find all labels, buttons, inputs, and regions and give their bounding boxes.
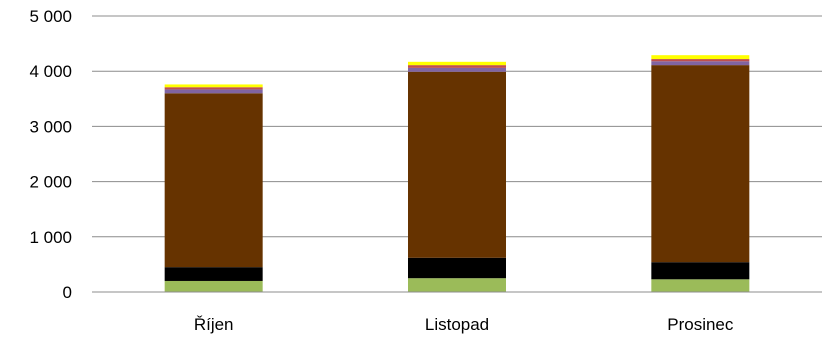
- bar-segment-Prosinec-s3: [651, 65, 750, 263]
- bar-segment-Říjen-s2: [164, 267, 263, 281]
- x-tick-label: Říjen: [194, 315, 234, 334]
- bar-segment-Prosinec-s5: [651, 59, 750, 62]
- x-axis: Říjen Listopad Prosinec: [92, 291, 822, 334]
- bar-segment-Listopad-s3: [408, 71, 506, 258]
- bar-segment-Listopad-s6: [408, 61, 506, 66]
- bar-segment-Říjen-s4: [164, 89, 263, 94]
- y-tick-label: 0: [63, 283, 72, 302]
- bar-segment-Prosinec-s1: [651, 279, 750, 292]
- bar-segment-Listopad-s5: [408, 65, 506, 68]
- bar-segment-Listopad-s2: [408, 257, 506, 279]
- y-tick-label: 1 000: [29, 228, 72, 247]
- y-tick-label: 5 000: [29, 7, 72, 26]
- y-tick-label: 3 000: [29, 117, 72, 136]
- bar-segment-Prosinec-s2: [651, 262, 750, 280]
- bar-segment-Říjen-s3: [164, 93, 263, 268]
- y-tick-label: 4 000: [29, 62, 72, 81]
- bar-segment-Říjen-s1: [164, 280, 263, 292]
- bars: [164, 55, 750, 292]
- bar-segment-Listopad-s4: [408, 67, 506, 72]
- bar-segment-Říjen-s5: [164, 87, 263, 90]
- x-tick-label: Prosinec: [667, 315, 734, 334]
- bar-segment-Listopad-s1: [408, 278, 506, 292]
- bar-segment-Prosinec-s6: [651, 55, 750, 60]
- y-axis: 0 1 000 2 000 3 000 4 000 5 000: [29, 7, 72, 302]
- x-tick-label: Listopad: [425, 315, 489, 334]
- bar-segment-Říjen-s6: [164, 84, 263, 88]
- y-tick-label: 2 000: [29, 173, 72, 192]
- bar-segment-Prosinec-s4: [651, 61, 750, 66]
